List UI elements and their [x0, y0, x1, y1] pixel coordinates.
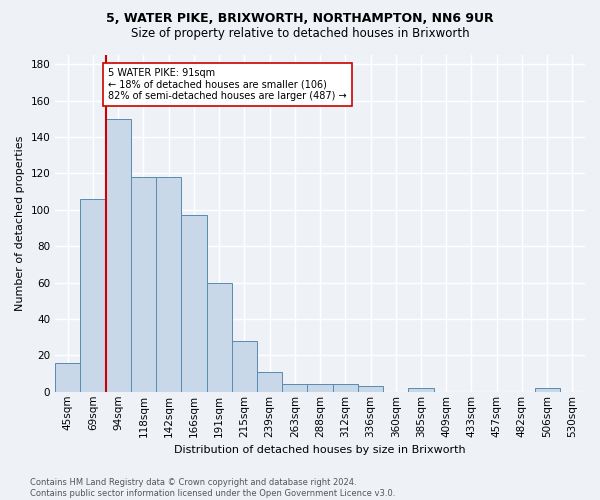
Text: Size of property relative to detached houses in Brixworth: Size of property relative to detached ho…: [131, 28, 469, 40]
Text: Contains HM Land Registry data © Crown copyright and database right 2024.
Contai: Contains HM Land Registry data © Crown c…: [30, 478, 395, 498]
Bar: [535, 388, 560, 392]
Text: 5, WATER PIKE, BRIXWORTH, NORTHAMPTON, NN6 9UR: 5, WATER PIKE, BRIXWORTH, NORTHAMPTON, N…: [106, 12, 494, 26]
Bar: [282, 384, 307, 392]
Bar: [80, 199, 106, 392]
Bar: [206, 282, 232, 392]
Bar: [409, 388, 434, 392]
Bar: [106, 118, 131, 392]
Bar: [257, 372, 282, 392]
Text: 5 WATER PIKE: 91sqm
← 18% of detached houses are smaller (106)
82% of semi-detac: 5 WATER PIKE: 91sqm ← 18% of detached ho…: [108, 68, 347, 101]
Bar: [232, 341, 257, 392]
Bar: [55, 362, 80, 392]
Bar: [307, 384, 332, 392]
Bar: [358, 386, 383, 392]
X-axis label: Distribution of detached houses by size in Brixworth: Distribution of detached houses by size …: [174, 445, 466, 455]
Bar: [131, 177, 156, 392]
Bar: [332, 384, 358, 392]
Bar: [181, 215, 206, 392]
Bar: [156, 177, 181, 392]
Y-axis label: Number of detached properties: Number of detached properties: [15, 136, 25, 311]
